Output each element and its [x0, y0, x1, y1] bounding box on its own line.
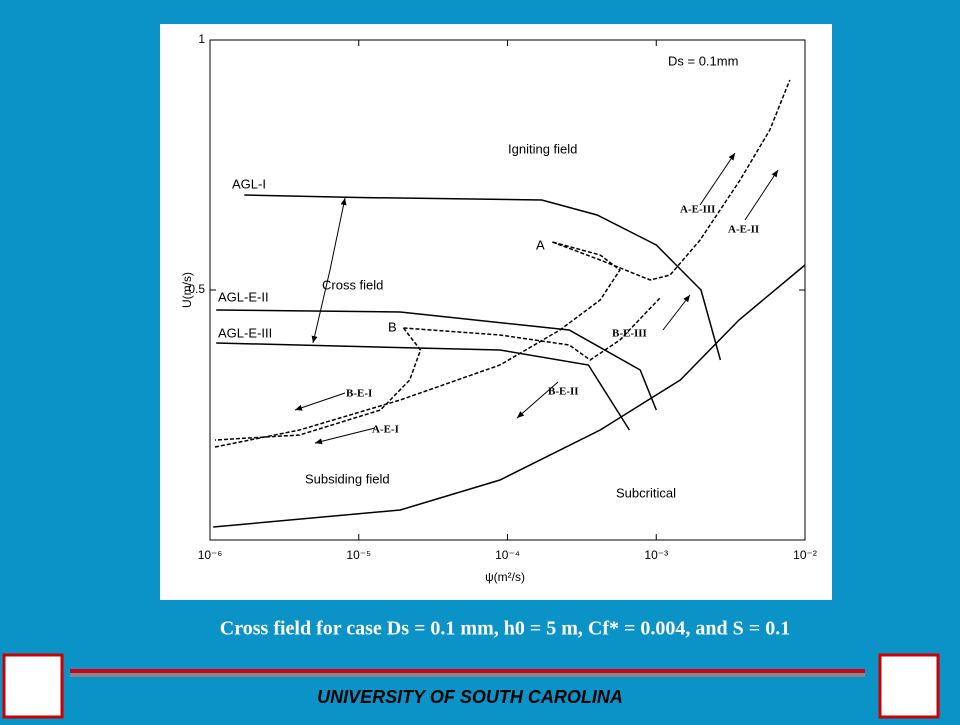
y-tick-label: 1	[198, 32, 205, 46]
curve-label: AGL-E-II	[218, 289, 269, 304]
curve	[214, 327, 422, 441]
annotation: A-E-II	[728, 224, 759, 236]
curve-label: AGL-I	[232, 176, 266, 191]
x-tick-label: 10⁻⁴	[495, 548, 520, 562]
rule-shadow	[70, 673, 865, 677]
annotation: A-E-III	[680, 204, 715, 216]
x-tick-label: 10⁻³	[644, 548, 668, 562]
annotation: B	[388, 319, 397, 334]
curve-label: AGL-E-III	[218, 325, 272, 340]
y-tick-label: 0.5	[188, 282, 205, 296]
x-axis-label: ψ(m²/s)	[485, 570, 525, 584]
footer: UNIVERSITY OF SOUTH CAROLINA	[317, 687, 623, 707]
annotation: B-E-III	[612, 328, 647, 340]
curve	[213, 264, 806, 528]
logo-left	[2, 653, 64, 719]
caption: Cross field for case Ds = 0.1 mm, h0 = 5…	[220, 618, 790, 640]
annotation: A-E-I	[372, 424, 399, 436]
curve	[214, 241, 621, 448]
x-tick-label: 10⁻⁵	[346, 548, 371, 562]
rule	[70, 669, 865, 673]
curve	[552, 79, 791, 281]
chart-panel	[160, 24, 832, 600]
y-axis-label: U(m/s)	[180, 272, 194, 308]
annotation: Ds = 0.1mm	[668, 53, 738, 68]
arrows	[294, 152, 779, 445]
curve	[216, 309, 657, 411]
annotation: Subsiding field	[305, 471, 390, 486]
annotation: Cross field	[322, 277, 383, 292]
annotation: B-E-I	[346, 388, 372, 400]
x-tick-label: 10⁻²	[793, 548, 817, 562]
annotation: Igniting field	[508, 141, 577, 156]
curve	[403, 297, 661, 361]
logo-right	[878, 653, 940, 719]
x-tick-label: 10⁻⁶	[198, 548, 223, 562]
curve	[244, 194, 722, 361]
annotation: A	[536, 237, 545, 252]
curve	[216, 342, 631, 431]
annotation: B-E-II	[548, 386, 579, 398]
annotation: Subcritical	[616, 485, 676, 500]
